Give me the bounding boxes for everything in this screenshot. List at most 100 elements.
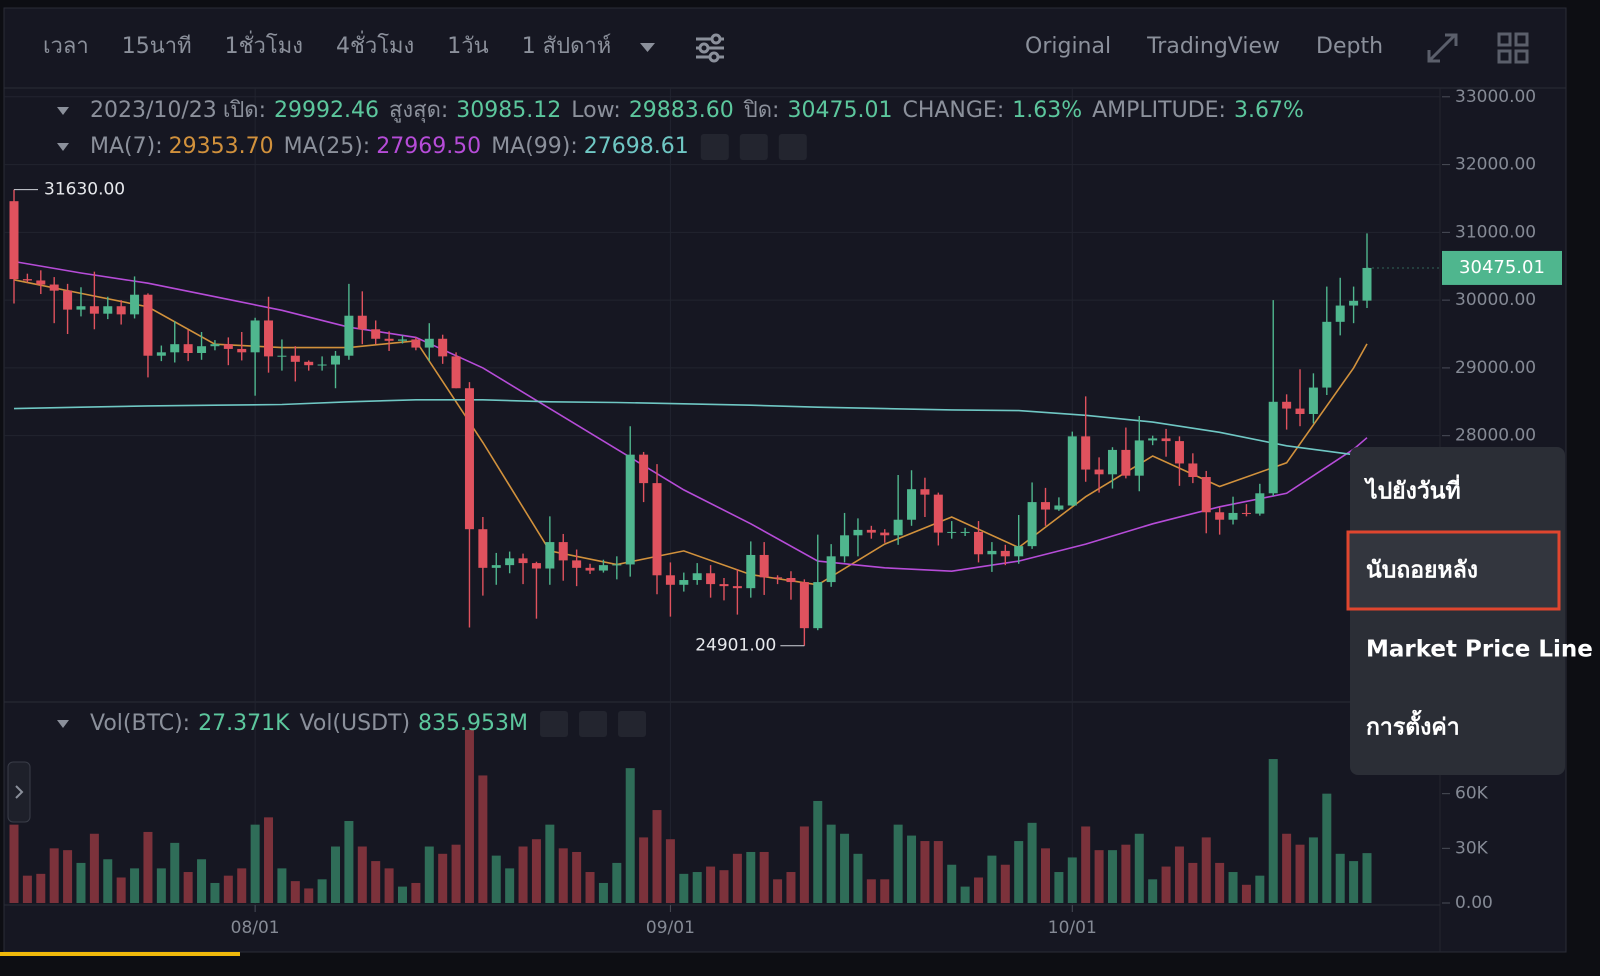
candle-body [960,531,970,533]
volume-bar [1121,844,1131,903]
volume-bar [76,862,86,903]
volume-bar [464,729,474,903]
candle-body [625,454,635,565]
collapse-arrow[interactable] [57,720,69,728]
pane-icon[interactable] [618,711,647,737]
candle-body [357,315,367,330]
candle-body [411,339,421,348]
menu-item[interactable]: นับถอยหลัง [1366,558,1478,584]
candle-body [116,306,126,315]
expand-icon[interactable] [1427,33,1458,63]
view-tab[interactable]: Original [1025,34,1111,59]
pane-icon[interactable] [778,134,807,160]
interval-tab[interactable]: เวลา [43,34,89,59]
volume-bar [197,859,207,903]
candle-body [1107,449,1117,475]
candle-body [920,489,930,495]
candle-body [478,529,488,568]
volume-bar [866,879,876,903]
volume-bar [183,872,193,903]
side-toggle[interactable] [7,761,31,823]
volume-bar [960,886,970,903]
volume-bar [572,851,582,903]
candle-body [1148,438,1158,441]
volume-bar [250,824,260,903]
view-tab[interactable]: TradingView [1146,34,1280,59]
high-marker: 31630.00 [44,180,125,200]
header-label: ปิด: [743,98,780,123]
candle-body [1094,469,1104,475]
volume-bar [665,839,675,903]
interval-tab[interactable]: 1วัน [447,34,488,59]
volume-bar [1054,872,1064,903]
view-tab[interactable]: Depth [1316,34,1383,59]
volume-bar [585,872,595,903]
candle-body [866,529,876,533]
candle-body [237,348,247,353]
interval-tab[interactable]: 4ชั่วโมง [336,30,414,59]
candle-body [813,582,823,629]
pane-icon[interactable] [739,134,768,160]
candle-body [9,201,19,280]
dropdown-arrow[interactable] [640,43,655,52]
interval-tab[interactable]: 1ชั่วโมง [225,30,303,59]
volume-bar [397,886,407,903]
volume-bar [920,841,930,903]
volume-bar [947,864,957,903]
layout-icon[interactable] [1497,32,1529,64]
volume-bar [933,841,943,903]
volume-bar [1255,875,1265,903]
menu-item[interactable]: Market Price Line [1366,637,1593,663]
menu-item[interactable]: การตั้งค่า [1366,710,1460,741]
settings-icon[interactable] [696,33,724,63]
volume-bar [692,872,702,903]
volume-bar [384,868,394,903]
candle-body [518,558,528,564]
volume-bar [826,824,836,903]
volume-bar [1349,861,1359,903]
candle-body [1282,401,1292,409]
header-label: CHANGE: [902,98,1004,123]
volume-bar [1107,850,1117,903]
interval-tab[interactable]: 1 สัปดาห์ [522,34,612,59]
pane-icon[interactable] [540,711,569,737]
collapse-arrow[interactable] [57,143,69,151]
interval-tab[interactable]: 15นาที [122,34,192,59]
candle-body [143,294,153,356]
candle-body [679,580,689,585]
candle-body [156,352,166,356]
candle-body [264,320,274,357]
volume-bar [799,826,809,903]
candle-body [1295,408,1305,414]
candle-body [344,315,354,356]
volume-bar [411,882,421,903]
last-price-label: 30475.01 [1459,257,1545,278]
candle-body [49,284,59,291]
context-menu: ไปยังวันที่นับถอยหลัง Market Price Line กา… [1346,447,1593,775]
volume-bar [1040,848,1050,903]
volume-bar [719,870,729,903]
candle-body [1268,401,1278,494]
candle-body [531,563,541,569]
volume-bar [130,868,140,903]
menu-item[interactable]: ไปยังวันที่ [1363,474,1461,505]
candle-body [826,556,836,583]
volume-bar [1322,793,1332,903]
pane-icon[interactable] [579,711,608,737]
header-date: 2023/10/23 [90,98,217,123]
y-tick-label: 32000.00 [1455,155,1536,175]
volume-bar [732,853,742,903]
candle-body [223,344,233,349]
pane-icon[interactable] [700,134,729,160]
ma-line [13,279,1368,586]
volume-bar [1201,837,1211,903]
candle-body [197,346,207,353]
collapse-arrow[interactable] [57,107,69,115]
candle-body [585,567,595,571]
progress-bar [0,952,240,956]
menu-background [1350,447,1565,775]
header-value: 3.67% [1234,98,1304,123]
candle-body [1014,546,1024,557]
candle-body [22,279,32,281]
volume-bar [424,846,434,903]
